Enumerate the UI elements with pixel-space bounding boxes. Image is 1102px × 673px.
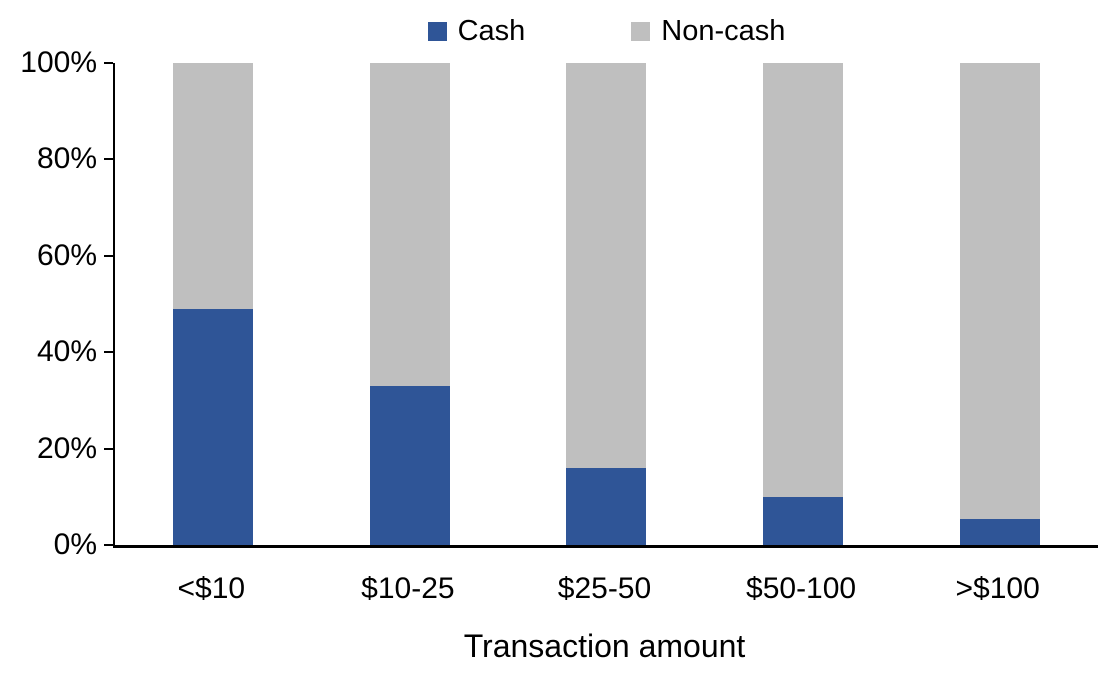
bar-segment-cash--25-50 bbox=[566, 467, 647, 545]
bar-slot--50-100 bbox=[705, 63, 902, 545]
bar-stack--50-100 bbox=[763, 63, 844, 545]
bar-stack--25-50 bbox=[566, 63, 647, 545]
y-axis-ticks bbox=[104, 62, 1098, 546]
bar-segment-non-cash--10-25 bbox=[369, 63, 450, 386]
x-tick-label--50-100: $50-100 bbox=[746, 572, 857, 605]
y-tick bbox=[104, 351, 113, 354]
bar-stack--10-25 bbox=[369, 63, 450, 545]
y-tick-label: 40% bbox=[36, 335, 97, 369]
y-tick bbox=[104, 158, 113, 161]
bar-stack--100 bbox=[959, 63, 1040, 545]
y-tick bbox=[104, 447, 113, 450]
legend-label-non-cash: Non-cash bbox=[661, 14, 786, 47]
x-tick-label--25-50: $25-50 bbox=[557, 572, 652, 605]
x-tick-label--10-25: $10-25 bbox=[361, 572, 455, 605]
y-axis-labels: 0% 20% 40% 60% 80% 100% bbox=[0, 48, 97, 560]
bar-slot--25-50 bbox=[508, 63, 705, 545]
bar-slot--10 bbox=[115, 63, 312, 545]
legend-swatch-cash bbox=[427, 21, 447, 41]
legend: Cash Non-cash bbox=[115, 12, 1098, 50]
bar-slot--10-25 bbox=[312, 63, 509, 545]
legend-item-cash: Cash bbox=[427, 14, 526, 47]
legend-label-cash: Cash bbox=[457, 14, 526, 47]
x-tick-label--10: <$10 bbox=[177, 572, 246, 605]
bar-segment-non-cash--25-50 bbox=[566, 63, 647, 468]
bar-slot--100 bbox=[901, 63, 1098, 545]
y-tick-label: 60% bbox=[36, 238, 97, 272]
y-tick bbox=[104, 62, 113, 64]
x-tick-label--100: >$100 bbox=[955, 572, 1040, 605]
y-tick bbox=[104, 544, 113, 546]
x-axis-title: Transaction amount bbox=[463, 628, 746, 664]
bar-segment-cash--10-25 bbox=[369, 385, 450, 545]
bar-segment-cash--10 bbox=[173, 308, 254, 545]
y-tick-label: 20% bbox=[36, 431, 97, 465]
legend-swatch-non-cash bbox=[631, 21, 651, 41]
x-axis-labels: <$10 $10-25 $25-50 $50-100 >$100 bbox=[113, 574, 1096, 604]
y-tick-label: 100% bbox=[20, 46, 97, 79]
plot-area bbox=[104, 62, 1098, 548]
y-tick bbox=[104, 254, 113, 257]
bars bbox=[115, 63, 1098, 545]
bar-segment-cash--50-100 bbox=[763, 496, 844, 545]
bar-segment-cash--100 bbox=[959, 518, 1040, 545]
bar-segment-non-cash--100 bbox=[959, 63, 1040, 519]
bar-stack--10 bbox=[173, 63, 254, 545]
legend-item-non-cash: Non-cash bbox=[631, 14, 786, 47]
bar-segment-non-cash--50-100 bbox=[763, 63, 844, 497]
bar-segment-non-cash--10 bbox=[173, 63, 254, 309]
y-tick-label: 0% bbox=[53, 528, 97, 561]
y-tick-label: 80% bbox=[36, 142, 97, 176]
